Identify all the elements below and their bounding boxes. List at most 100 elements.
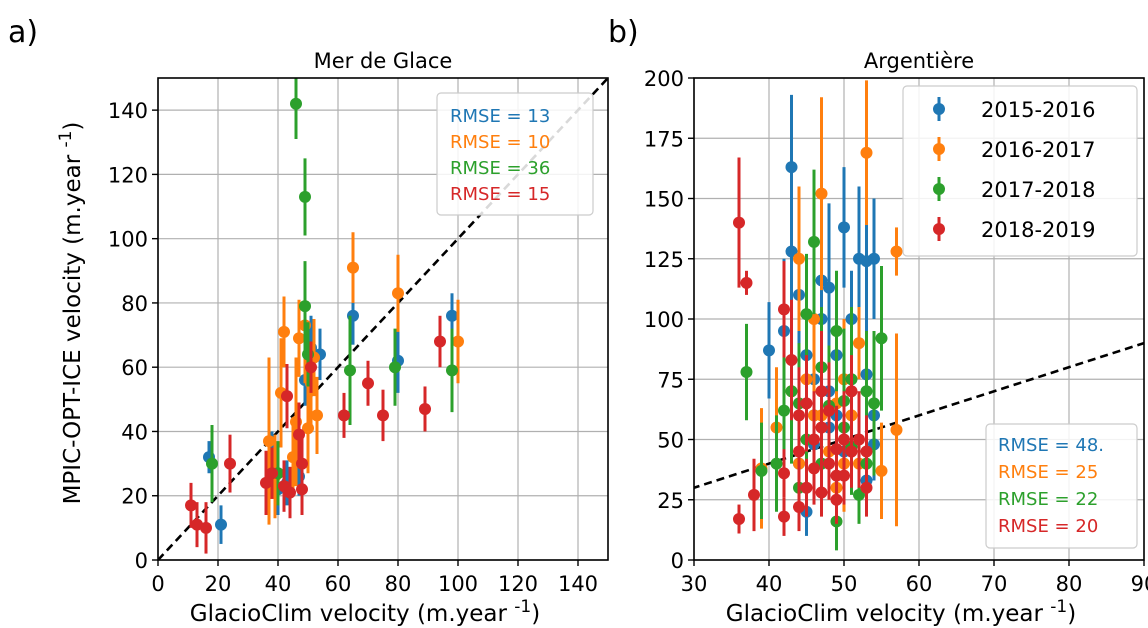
legend-box: [902, 85, 1138, 257]
data-point: [344, 364, 356, 377]
data-point: [815, 421, 828, 434]
y-tick-label: 50: [657, 429, 684, 453]
data-point: [278, 325, 290, 338]
y-tick-label: 0: [671, 549, 684, 573]
y-tick-label: 0: [135, 549, 148, 573]
series-1: [263, 232, 464, 525]
x-tick-label: 140: [558, 572, 598, 596]
axes-frame: [157, 77, 609, 561]
data-point: [260, 476, 272, 489]
data-point: [853, 337, 865, 350]
rmse-legend-entry: RMSE = 25: [998, 462, 1098, 483]
panel-label: b): [608, 15, 639, 50]
data-point: [800, 308, 813, 321]
legend-marker: [933, 223, 945, 235]
data-point: [800, 481, 813, 494]
data-point: [446, 309, 458, 322]
data-point: [434, 335, 446, 348]
y-axis-label-sup: -1: [56, 131, 76, 148]
data-point: [299, 190, 311, 203]
data-point: [311, 409, 323, 422]
x-tick-label: 40: [265, 572, 292, 596]
data-point: [302, 422, 314, 435]
data-point: [347, 261, 359, 274]
legend-entry: 2018-2019: [981, 218, 1095, 242]
data-point: [755, 464, 768, 477]
data-point: [815, 486, 828, 499]
x-tick-label: 120: [498, 572, 538, 596]
data-point: [785, 161, 798, 174]
x-axis-label-close: ): [1067, 601, 1076, 627]
data-point: [266, 467, 278, 480]
data-point: [823, 457, 835, 470]
data-point: [838, 433, 850, 446]
y-axis-label: MPIC-OPT-ICE velocity (m.year -1): [56, 122, 86, 505]
data-point: [815, 187, 828, 200]
x-tick-label: 20: [205, 572, 232, 596]
data-point: [362, 377, 374, 390]
x-tick-label: 80: [1056, 572, 1083, 596]
data-point: [215, 518, 227, 531]
x-axis-label: GlacioClim velocity (m.year -1): [190, 597, 540, 627]
data-point: [224, 457, 236, 470]
legend-marker: [933, 183, 945, 195]
data-point: [296, 457, 308, 470]
y-tick-label: 20: [121, 485, 148, 509]
series-2: [206, 78, 458, 506]
data-point: [823, 281, 835, 294]
x-tick-label: 40: [756, 572, 783, 596]
data-point: [263, 435, 275, 448]
series-0: [203, 286, 458, 544]
data-point: [305, 361, 317, 374]
legend-box: [436, 92, 594, 216]
panel-label: a): [8, 15, 38, 50]
y-tick-label: 80: [121, 292, 148, 316]
y-tick-label: 100: [108, 228, 148, 252]
data-point: [890, 423, 903, 436]
x-tick-label: 30: [681, 572, 708, 596]
y-axis-label-text: MPIC-OPT-ICE velocity (m.year: [60, 148, 86, 505]
data-point: [778, 404, 790, 417]
data-point: [778, 467, 790, 480]
data-point: [860, 385, 873, 398]
identity-line: [694, 341, 1144, 490]
x-axis-label-close: ): [531, 601, 540, 627]
rmse-legend-box: [985, 423, 1138, 549]
y-tick-label: 200: [644, 67, 684, 91]
y-tick-label: 60: [121, 356, 148, 380]
data-point: [860, 445, 873, 458]
data-point: [875, 332, 888, 345]
rmse-legend-entry: RMSE = 48.: [998, 435, 1104, 456]
panel-b-chart: 30 40 50 60 70 80 90 0 25 50 75 100 125 150 175 200 Arge…: [608, 15, 1148, 627]
data-point: [785, 245, 798, 258]
y-tick-label: 175: [644, 127, 684, 151]
x-tick-label: 50: [831, 572, 858, 596]
data-point: [785, 353, 798, 366]
x-tick-label: 60: [906, 572, 933, 596]
data-point: [853, 433, 865, 446]
rmse-legend-entry: RMSE = 22: [998, 489, 1098, 510]
rmse-legend-entry: RMSE = 20: [998, 516, 1098, 537]
legend-entry: RMSE = 36: [450, 158, 550, 179]
y-tick-label: 40: [121, 420, 148, 444]
y-tick-label: 75: [657, 368, 684, 392]
data-point: [185, 499, 197, 512]
x-tick-label: 90: [1131, 572, 1148, 596]
data-point: [740, 366, 753, 379]
data-point: [868, 252, 880, 265]
y-tick-label: 120: [108, 163, 148, 187]
series-3: [733, 157, 873, 536]
y-tick-label: 150: [644, 188, 684, 212]
x-axis-label-sup: -1: [1050, 597, 1067, 617]
data-point: [823, 404, 835, 417]
data-point: [284, 486, 296, 499]
data-point: [778, 303, 790, 316]
legend-marker: [933, 143, 945, 155]
data-point: [748, 488, 760, 501]
chart-title: Mer de Glace: [314, 49, 453, 73]
legend-entry: 2015-2016: [981, 98, 1095, 122]
legend-entry: 2016-2017: [981, 138, 1095, 162]
chart-title: Argentière: [864, 49, 974, 73]
x-tick-label: 70: [981, 572, 1008, 596]
